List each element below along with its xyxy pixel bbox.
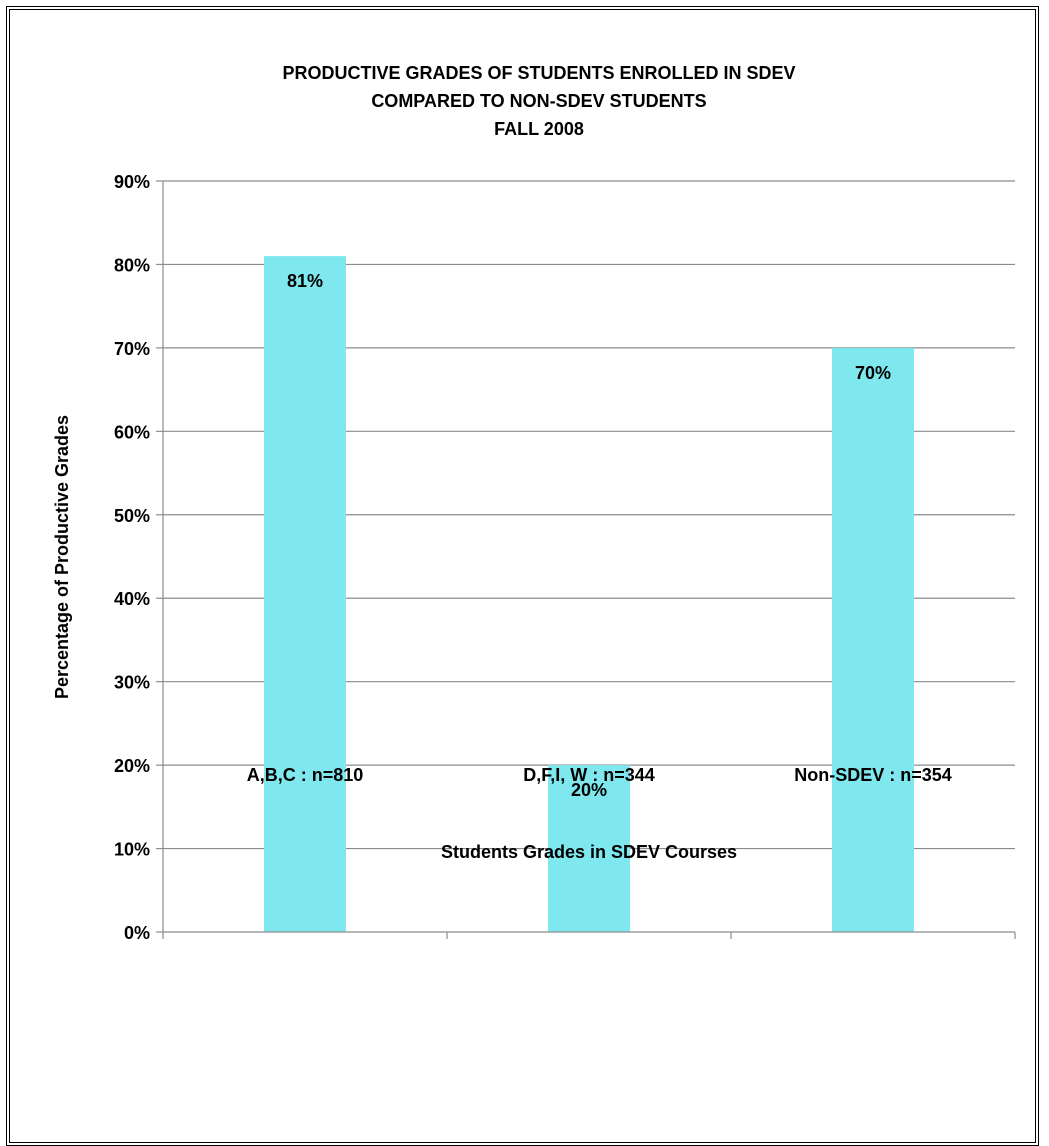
chart-title-line-3: FALL 2008 [494,119,584,139]
y-tick-label: 20% [114,756,150,776]
x-tick-label: Non-SDEV : n=354 [794,765,952,785]
x-tick-label: A,B,C : n=810 [247,765,364,785]
y-tick-label: 70% [114,339,150,359]
chart-title: PRODUCTIVE GRADES OF STUDENTS ENROLLED I… [282,63,795,139]
bar [548,765,630,932]
data-label: 81% [287,271,323,291]
y-tick-label: 40% [114,589,150,609]
chart-title-line-2: COMPARED TO NON-SDEV STUDENTS [371,91,706,111]
y-tick-label: 10% [114,840,150,860]
y-tick-label: 60% [114,422,150,442]
y-axis-label: Percentage of Productive Grades [52,415,72,699]
y-tick-label: 80% [114,255,150,275]
x-axis-label: Students Grades in SDEV Courses [441,842,737,862]
chart-title-line-1: PRODUCTIVE GRADES OF STUDENTS ENROLLED I… [282,63,795,83]
y-tick-label: 50% [114,506,150,526]
bar [264,256,346,933]
x-axis-ticks: A,B,C : n=810 D,F,I, W : n=344 Non-SDEV : … [162,765,1016,939]
data-label: 20% [571,780,607,800]
bar [832,347,914,932]
data-label: 70% [855,363,891,383]
y-tick-label: 0% [124,923,150,943]
x-tick-label: D,F,I, W : n=344 [523,765,655,785]
bars: 81% 20% 70% [264,256,914,933]
y-tick-label: 90% [114,172,150,192]
axes [162,181,1015,933]
y-axis-ticks: 0% 10% 20% 30% 40% 50% 60% 70% 80% 90% [114,172,163,943]
y-tick-label: 30% [114,673,150,693]
